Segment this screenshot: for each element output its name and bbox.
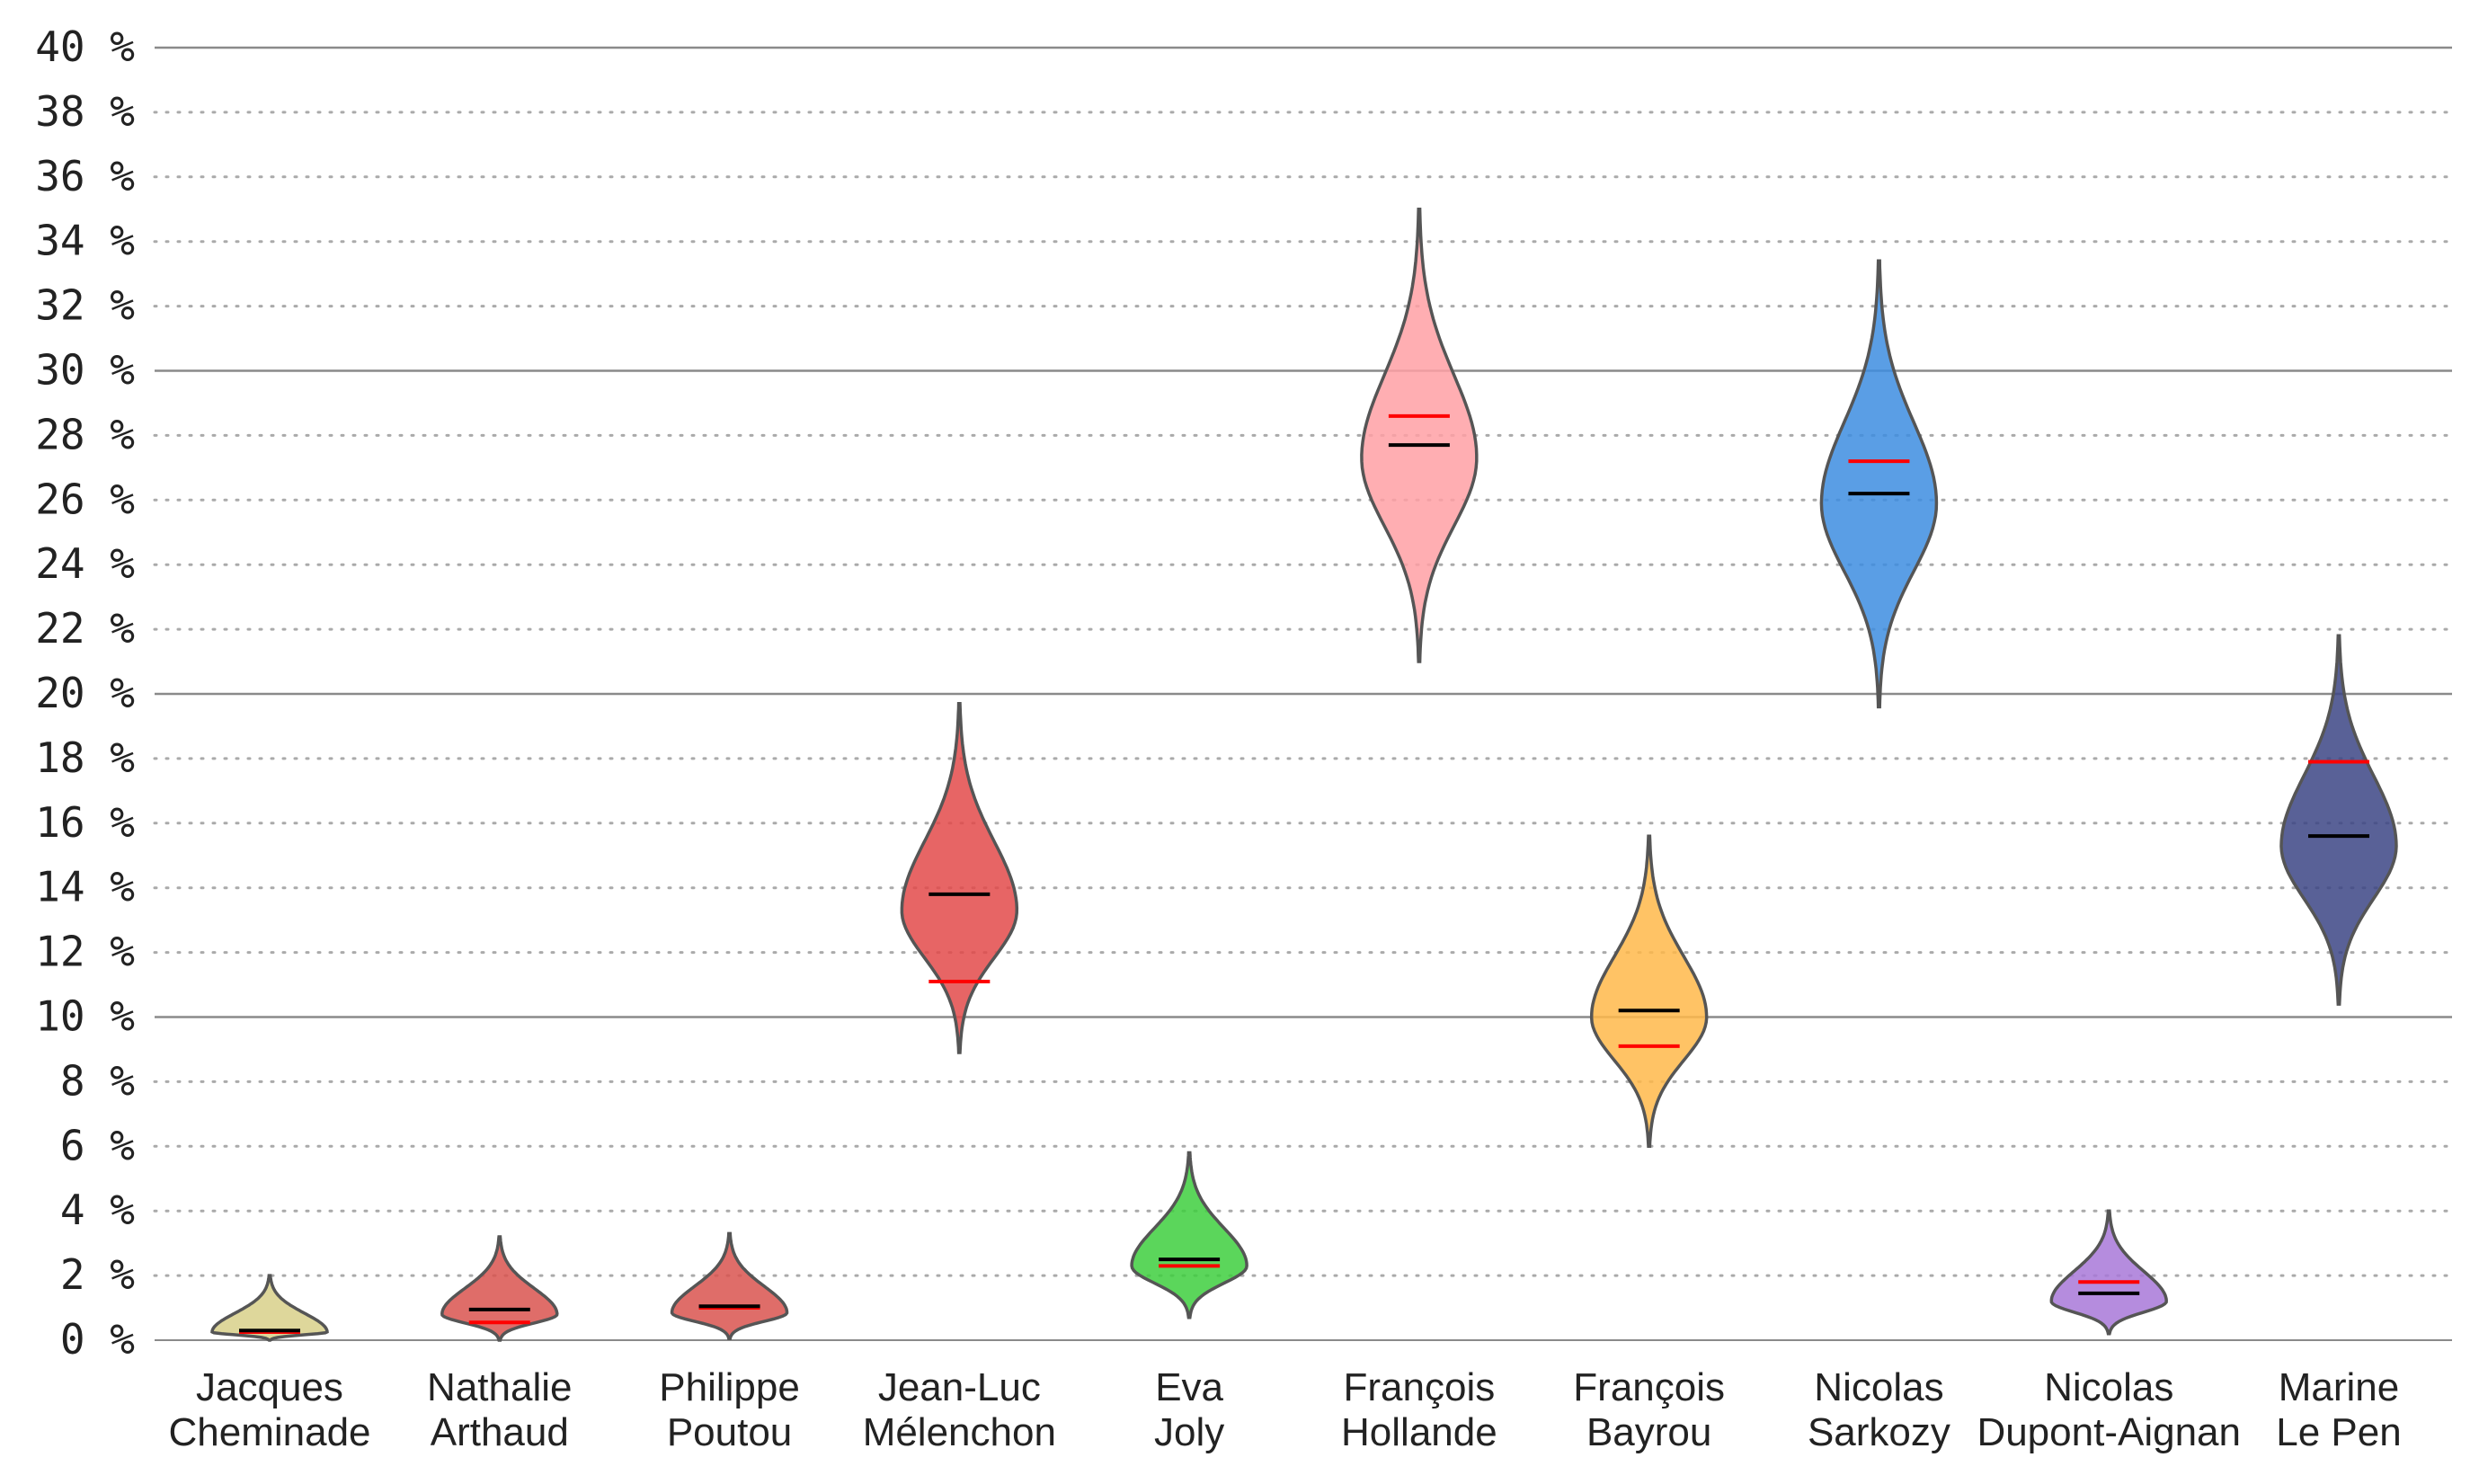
violin-body [900, 702, 1019, 1054]
y-tick-label: 40 % [35, 22, 135, 71]
violin-body [1360, 208, 1479, 663]
x-category-label: Sarkozy [1808, 1410, 1950, 1454]
violin-philippe-poutou [670, 1231, 789, 1340]
x-category-label: Arthaud [431, 1410, 569, 1454]
violin-body [440, 1235, 559, 1342]
grid-layer [153, 46, 2454, 1341]
y-tick-label: 2 % [60, 1250, 135, 1299]
x-category-label: François [1344, 1365, 1496, 1409]
violin-body [2279, 634, 2398, 1006]
y-tick-label: 30 % [35, 346, 135, 395]
y-tick-label: 20 % [35, 669, 135, 717]
y-tick-label: 24 % [35, 539, 135, 588]
violin-body [1130, 1151, 1248, 1320]
y-tick-labels: 0 % 2 % 4 % 6 % 8 % 10 % 12 % 14 % 16 % 18 % 20 % 2… [35, 22, 135, 1364]
violin-nicolas-sarkozy [1819, 259, 1939, 709]
violin-francois-bayrou [1589, 834, 1709, 1149]
y-tick-label: 26 % [35, 475, 135, 523]
x-category-label: Marine [2279, 1365, 2400, 1409]
x-category-label: Jean-Luc [878, 1365, 1041, 1409]
x-category-label: Philippe [659, 1365, 800, 1409]
violin-jacques-cheminade [210, 1274, 329, 1342]
x-category-label: Cheminade [168, 1410, 370, 1454]
y-tick-label: 34 % [35, 217, 135, 265]
y-tick-label: 10 % [35, 992, 135, 1041]
y-tick-label: 22 % [35, 604, 135, 653]
violin-nicolas-dupont-aignan [2049, 1209, 2168, 1336]
x-category-label: Mélenchon [863, 1410, 1056, 1454]
violin-body [2049, 1209, 2168, 1336]
y-tick-label: 12 % [35, 928, 135, 976]
violin-nathalie-arthaud [440, 1235, 559, 1342]
violin-body [210, 1274, 329, 1342]
x-category-label: Eva [1155, 1365, 1223, 1409]
y-tick-label: 16 % [35, 798, 135, 847]
y-tick-label: 32 % [35, 281, 135, 330]
violin-marine-le-pen [2279, 634, 2398, 1006]
violin-eva-joly [1130, 1151, 1248, 1320]
violin-body [670, 1231, 789, 1340]
x-category-label: Jacques [196, 1365, 343, 1409]
x-category-label: Nicolas [2044, 1365, 2173, 1409]
x-category-label: Hollande [1341, 1410, 1497, 1454]
x-category-label: François [1573, 1365, 1725, 1409]
y-tick-label: 18 % [35, 733, 135, 782]
y-tick-label: 8 % [60, 1056, 135, 1105]
y-tick-label: 6 % [60, 1121, 135, 1169]
violin-francois-hollande [1360, 208, 1479, 663]
y-tick-label: 38 % [35, 87, 135, 136]
x-category-label: Le Pen [2276, 1410, 2401, 1454]
y-tick-label: 14 % [35, 863, 135, 911]
y-tick-label: 0 % [60, 1315, 135, 1364]
violin-body [1589, 834, 1709, 1149]
x-category-label: Nathalie [427, 1365, 572, 1409]
y-tick-label: 36 % [35, 152, 135, 200]
y-tick-label: 28 % [35, 410, 135, 458]
y-tick-label: 4 % [60, 1186, 135, 1234]
x-category-label: Nicolas [1814, 1365, 1943, 1409]
violins [210, 208, 2398, 1342]
violin-body [1819, 259, 1939, 709]
x-category-label: Dupont-Aignan [1977, 1410, 2241, 1454]
x-category-label: Poutou [667, 1410, 792, 1454]
violin-jean-luc-melenchon [900, 702, 1019, 1054]
x-category-label: Joly [1154, 1410, 1224, 1454]
x-category-label: Bayrou [1586, 1410, 1711, 1454]
